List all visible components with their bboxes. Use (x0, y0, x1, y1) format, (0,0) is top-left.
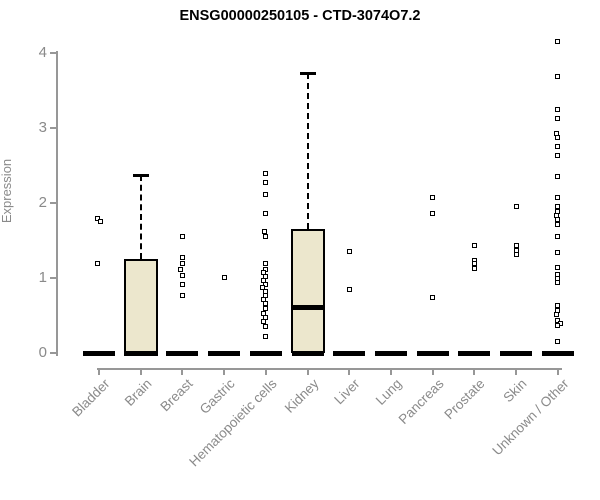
y-tick-label: 0 (38, 344, 47, 361)
zero-median-bar (83, 351, 115, 356)
x-axis-tick (348, 368, 351, 375)
outlier-point (94, 260, 100, 266)
outlier-point (555, 73, 561, 79)
whisker-cap (132, 173, 149, 177)
zero-median-bar (416, 351, 449, 356)
median-line (123, 351, 158, 356)
outlier-point (179, 260, 185, 266)
x-axis-tick (473, 368, 476, 375)
outlier-point (179, 254, 185, 260)
median-line (290, 305, 325, 311)
outlier-point (555, 221, 561, 227)
outlier-point (179, 272, 185, 278)
outlier-point (177, 267, 183, 273)
x-axis-tick (181, 368, 184, 375)
outlier-point (555, 265, 561, 270)
x-axis-line (97, 368, 562, 370)
outlier-point (555, 280, 561, 285)
outlier-point (555, 339, 561, 345)
zero-median-bar (249, 351, 282, 356)
outlier-point (94, 215, 100, 221)
zero-median-bar (166, 351, 199, 356)
outlier-point (179, 282, 185, 288)
y-axis-tick (50, 52, 56, 54)
outlier-point (263, 211, 269, 216)
x-axis-tick (98, 368, 100, 375)
outlier-point (221, 274, 227, 280)
x-axis-tick (515, 368, 518, 375)
y-tick-label: 1 (38, 269, 47, 286)
zero-median-bar (541, 351, 574, 356)
x-axis-tick (556, 368, 559, 375)
outlier-point (555, 322, 561, 328)
outlier-point (263, 233, 269, 239)
outlier-point (555, 194, 561, 200)
outlier-point (554, 312, 560, 318)
outlier-point (555, 135, 561, 141)
outlier-point (513, 251, 519, 257)
outlier-point (471, 242, 477, 248)
y-axis-tick (50, 202, 56, 204)
zero-median-bar (500, 351, 533, 356)
outlier-point (263, 281, 269, 287)
x-axis-tick (306, 368, 309, 375)
outlier-point (260, 285, 266, 291)
outlier-point (263, 305, 269, 311)
x-axis-tick (431, 368, 434, 375)
outlier-point (430, 211, 436, 216)
box-iqr (290, 228, 325, 353)
whisker-line (139, 174, 142, 259)
x-axis-tick (223, 368, 226, 375)
x-axis-tick (264, 368, 267, 375)
chart-title: ENSG00000250105 - CTD-3074O7.2 (179, 8, 421, 24)
outlier-point (346, 286, 352, 292)
outlier-point (555, 302, 561, 308)
outlier-point (471, 265, 477, 271)
y-axis-tick (50, 127, 56, 129)
outlier-point (555, 317, 561, 323)
whisker-cap (299, 72, 316, 76)
outlier-point (179, 234, 185, 240)
outlier-point (97, 218, 103, 224)
outlier-point (555, 39, 561, 45)
y-axis-line (56, 51, 58, 356)
outlier-point (555, 143, 561, 149)
y-tick-label: 2 (38, 194, 47, 211)
outlier-point (555, 234, 561, 240)
outlier-point (263, 334, 269, 339)
x-axis-tick (390, 368, 393, 375)
outlier-point (430, 194, 436, 200)
x-category-label: Unknown / Other (489, 376, 572, 459)
outlier-point (555, 106, 561, 112)
zero-median-bar (458, 351, 491, 356)
outlier-point (555, 173, 561, 179)
zero-median-bar (333, 351, 366, 356)
y-tick-label: 4 (38, 44, 47, 61)
zero-median-bar (375, 351, 408, 356)
outlier-point (263, 171, 269, 177)
zero-median-bar (208, 351, 241, 356)
outlier-point (430, 295, 436, 300)
box-iqr (123, 258, 158, 353)
outlier-point (555, 115, 561, 121)
outlier-point (263, 179, 269, 185)
y-axis-label: Expression (0, 158, 14, 224)
outlier-point (263, 192, 269, 198)
outlier-point (263, 323, 269, 329)
y-axis-tick (50, 277, 56, 279)
outlier-point (555, 250, 561, 255)
outlier-point (179, 292, 185, 298)
outlier-point (513, 204, 519, 210)
outlier-point (346, 249, 352, 255)
outlier-point (555, 153, 561, 159)
x-axis-tick (139, 368, 142, 375)
zero-median-bar (291, 351, 324, 356)
whisker-line (306, 73, 309, 229)
y-axis-tick (50, 352, 56, 354)
y-tick-label: 3 (38, 119, 47, 136)
outlier-point (263, 260, 269, 266)
